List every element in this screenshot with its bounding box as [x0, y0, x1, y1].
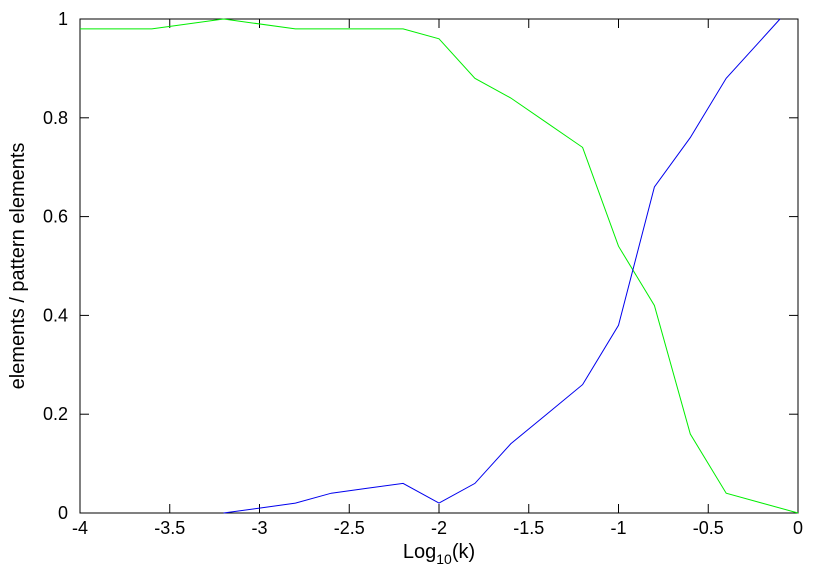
x-tick-labels: -4 -3.5 -3 -2.5 -2 -1.5 -1 -0.5 0 — [72, 518, 803, 538]
y-tick-label: 0.2 — [43, 404, 68, 424]
series-lines — [80, 18, 799, 514]
plot-frame — [79, 18, 799, 514]
series-line-1 — [80, 18, 799, 514]
y-tick-label: 0 — [58, 503, 68, 523]
x-tick-label: -2.5 — [334, 518, 365, 538]
axis-ticks — [79, 18, 799, 514]
x-axis-label-subscript: 10 — [436, 551, 452, 567]
y-tick-label: 0.8 — [43, 108, 68, 128]
x-axis-label-tail: (k) — [452, 541, 475, 563]
x-tick-label: -2 — [431, 518, 447, 538]
x-tick-label: -1 — [610, 518, 626, 538]
series-line-2 — [223, 18, 781, 514]
x-tick-label: -3.5 — [154, 518, 185, 538]
x-tick-label: 0 — [793, 518, 803, 538]
x-tick-label: -0.5 — [693, 518, 724, 538]
y-tick-label: 0.6 — [43, 207, 68, 227]
x-axis-label: Log10(k) — [403, 541, 475, 567]
x-tick-label: -1.5 — [513, 518, 544, 538]
y-tick-labels: 0 0.2 0.4 0.6 0.8 1 — [43, 9, 68, 523]
y-axis-label: elements / pattern elements — [7, 143, 29, 390]
y-tick-label: 1 — [58, 9, 68, 29]
x-tick-label: -3 — [251, 518, 267, 538]
y-tick-label: 0.4 — [43, 305, 68, 325]
x-tick-label: -4 — [72, 518, 88, 538]
